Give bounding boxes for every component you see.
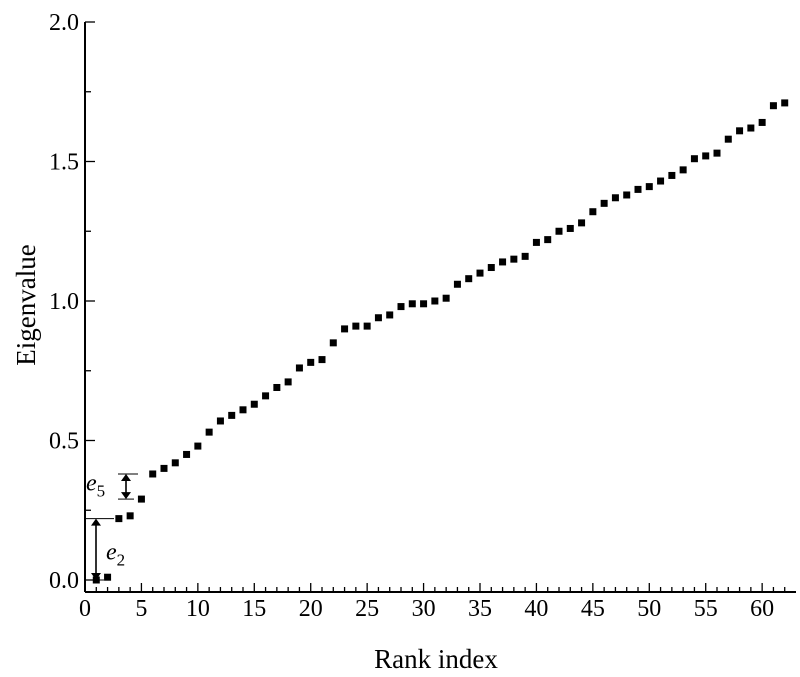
annotation-subscript: 5 — [97, 482, 106, 501]
y-tick-label: 1.0 — [49, 289, 79, 315]
data-point — [295, 364, 303, 372]
annotation-label: e5 — [86, 471, 105, 501]
x-tick-label: 10 — [186, 596, 210, 622]
data-point — [690, 155, 698, 163]
data-point — [747, 124, 755, 132]
data-point — [510, 255, 518, 263]
data-point — [532, 238, 540, 246]
data-point — [736, 127, 744, 135]
data-point — [420, 300, 428, 308]
data-point — [657, 177, 665, 185]
data-point — [352, 322, 360, 330]
data-point — [228, 411, 236, 419]
data-point — [115, 515, 123, 523]
data-point — [239, 406, 247, 414]
data-point — [600, 199, 608, 207]
data-point — [702, 152, 710, 160]
y-axis-title: Eigenvalue — [11, 244, 41, 365]
data-point — [284, 378, 292, 386]
data-point — [374, 314, 382, 322]
tick-labels: 0 5 10 15 20 25 30 35 40 45 50 55 600.00.51.01.52.0 — [49, 10, 774, 622]
data-point — [566, 224, 574, 232]
x-tick-label: 15 — [242, 596, 266, 622]
data-point — [216, 417, 224, 425]
data-point — [318, 356, 326, 364]
y-tick-label: 1.5 — [49, 150, 79, 176]
x-tick-label: 50 — [637, 596, 661, 622]
annotation-subscript: 2 — [117, 550, 126, 569]
data-point — [386, 311, 394, 319]
x-tick-label: 45 — [581, 596, 605, 622]
arrow-head-up — [121, 473, 131, 481]
data-point — [341, 325, 349, 333]
data-point — [104, 573, 112, 581]
x-tick-label: 55 — [694, 596, 718, 622]
data-point — [137, 495, 145, 503]
data-point — [453, 280, 461, 288]
data-point — [205, 428, 213, 436]
annotation-e5: e5 — [86, 471, 138, 501]
data-point — [194, 442, 202, 450]
data-point — [126, 512, 134, 520]
data-point — [578, 219, 586, 227]
x-tick-label: 35 — [468, 596, 492, 622]
x-tick-label: 25 — [355, 596, 379, 622]
data-point — [250, 400, 258, 408]
ticks — [84, 21, 786, 592]
x-tick-label: 5 — [135, 596, 147, 622]
data-point — [645, 183, 653, 191]
data-point — [668, 171, 676, 179]
data-point — [769, 102, 777, 110]
data-point — [397, 303, 405, 311]
data-point — [487, 264, 495, 272]
axes — [84, 22, 796, 593]
y-tick-label: 0.0 — [49, 568, 79, 594]
data-point — [499, 258, 507, 266]
arrow-head-up — [91, 518, 101, 526]
data-point — [758, 118, 766, 126]
x-tick-label: 40 — [524, 596, 548, 622]
data-point — [329, 339, 337, 347]
data-point — [183, 450, 191, 458]
annotation-label: e2 — [106, 539, 125, 569]
x-tick-label: 0 — [79, 596, 91, 622]
annotations: e2 e5 — [86, 471, 138, 581]
data-point — [465, 275, 473, 283]
data-point — [442, 294, 450, 302]
data-point — [363, 322, 371, 330]
data-points — [92, 99, 789, 584]
data-point — [713, 149, 721, 157]
data-point — [476, 269, 484, 277]
data-point — [555, 227, 563, 235]
y-tick-label: 2.0 — [49, 10, 79, 36]
data-point — [724, 135, 732, 143]
x-tick-label: 20 — [299, 596, 323, 622]
x-tick-label: 30 — [412, 596, 436, 622]
arrow-head-down — [91, 573, 101, 580]
data-point — [149, 470, 157, 478]
data-point — [589, 208, 597, 216]
data-point — [544, 236, 552, 244]
data-point — [521, 252, 529, 260]
data-point — [273, 383, 281, 391]
x-axis-title: Rank index — [374, 644, 498, 674]
data-point — [679, 166, 687, 174]
data-point — [431, 297, 439, 305]
x-tick-label: 60 — [750, 596, 774, 622]
data-point — [634, 185, 642, 193]
data-point — [408, 300, 416, 308]
data-point — [262, 392, 270, 400]
annotation-e2: e2 — [86, 518, 125, 581]
data-point — [781, 99, 789, 107]
data-point — [623, 191, 631, 199]
data-point — [307, 358, 315, 366]
arrow-head-down — [121, 492, 131, 500]
data-point — [171, 459, 179, 467]
data-point — [160, 464, 168, 472]
y-tick-label: 0.5 — [49, 429, 79, 455]
data-point — [611, 194, 619, 202]
